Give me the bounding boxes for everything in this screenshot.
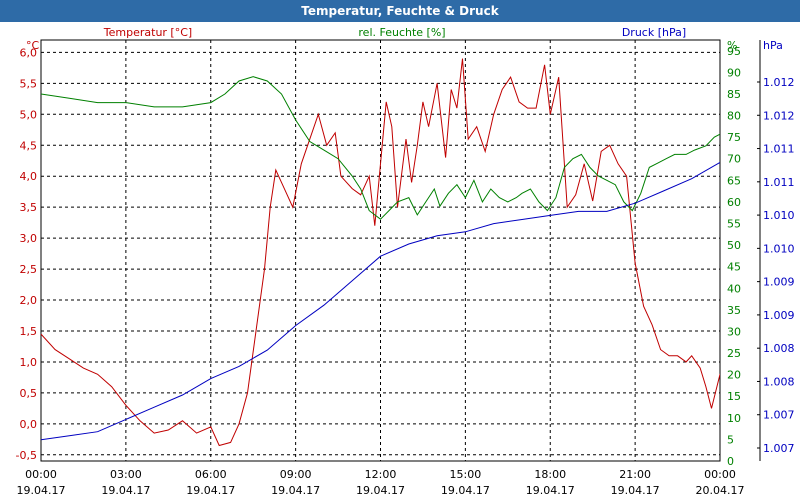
x-tick-date: 19.04.17 — [186, 484, 235, 497]
x-tick-date: 19.04.17 — [101, 484, 150, 497]
temperature-tick-label: 3,0 — [20, 232, 38, 245]
humidity-tick-label: 0 — [727, 455, 734, 468]
pressure-tick-label: 1.012 — [763, 109, 795, 122]
pressure-tick-label: 1.011 — [763, 176, 795, 189]
temperature-tick-label: 0,0 — [20, 418, 38, 431]
chart-title: Temperatur, Feuchte & Druck — [0, 0, 800, 22]
temperature-tick-label: 1,5 — [20, 325, 38, 338]
temperature-tick-label: 6,0 — [20, 46, 38, 59]
temperature-tick-label: 4,5 — [20, 139, 38, 152]
humidity-series-line — [41, 76, 720, 220]
x-tick-time: 15:00 — [450, 468, 482, 481]
humidity-tick-label: 85 — [727, 88, 741, 101]
temperature-tick-label: -0,5 — [16, 449, 37, 462]
x-tick-date: 20.04.17 — [696, 484, 745, 497]
humidity-tick-label: 30 — [727, 325, 741, 338]
x-tick-date: 19.04.17 — [271, 484, 320, 497]
humidity-tick-label: 60 — [727, 196, 741, 209]
humidity-tick-label: 50 — [727, 239, 741, 252]
humidity-tick-label: 45 — [727, 261, 741, 274]
axes: 00:00 19.04.17 03:00 19.04.17 06:00 19.04.17 0… — [16, 40, 795, 497]
pressure-tick-label: 1.010 — [763, 209, 795, 222]
humidity-tick-label: 65 — [727, 174, 741, 187]
humidity-tick-label: 55 — [727, 218, 741, 231]
humidity-tick-label: 10 — [727, 412, 741, 425]
pressure-axis-label: Druck [hPa] — [622, 26, 686, 39]
pressure-series-line — [41, 161, 720, 441]
humidity-tick-label: 5 — [727, 433, 734, 446]
humidity-tick-label: 40 — [727, 282, 741, 295]
temperature-tick-label: 2,5 — [20, 263, 38, 276]
x-tick-time: 00:00 — [704, 468, 736, 481]
temperature-series-line — [41, 58, 720, 447]
temperature-axis-label: Temperatur [°C] — [103, 26, 192, 39]
pressure-tick-label: 1.012 — [763, 76, 795, 89]
pressure-tick-label: 1.010 — [763, 242, 795, 255]
pressure-tick-label: 1.007 — [763, 409, 795, 422]
grid — [40, 39, 721, 462]
humidity-tick-label: 75 — [727, 131, 741, 144]
humidity-tick-label: 15 — [727, 390, 741, 403]
series-lines — [41, 58, 720, 447]
humidity-tick-label: 95 — [727, 45, 741, 58]
humidity-tick-label: 70 — [727, 153, 741, 166]
x-tick-time: 03:00 — [110, 468, 142, 481]
temperature-tick-label: 0,5 — [20, 387, 38, 400]
temperature-tick-label: 1,0 — [20, 356, 38, 369]
temperature-tick-label: 3,5 — [20, 201, 38, 214]
humidity-tick-label: 35 — [727, 304, 741, 317]
chart-plot: 00:00 19.04.17 03:00 19.04.17 06:00 19.04.17 0… — [16, 26, 795, 497]
pressure-tick-label: 1.011 — [763, 143, 795, 156]
x-tick-date: 19.04.17 — [17, 484, 66, 497]
x-tick-time: 18:00 — [534, 468, 566, 481]
x-tick-time: 12:00 — [365, 468, 397, 481]
temperature-tick-label: 4,0 — [20, 170, 38, 183]
temperature-tick-label: 5,0 — [20, 108, 38, 121]
pressure-tick-label: 1.009 — [763, 276, 795, 289]
x-tick-date: 19.04.17 — [526, 484, 575, 497]
humidity-unit: % — [727, 39, 737, 52]
pressure-tick-label: 1.008 — [763, 375, 795, 388]
humidity-tick-label: 25 — [727, 347, 741, 360]
x-tick-time: 00:00 — [25, 468, 57, 481]
pressure-tick-label: 1.007 — [763, 442, 795, 455]
x-tick-time: 09:00 — [280, 468, 312, 481]
temperature-tick-label: 2,0 — [20, 294, 38, 307]
humidity-tick-label: 80 — [727, 110, 741, 123]
x-tick-date: 19.04.17 — [441, 484, 490, 497]
x-tick-time: 21:00 — [619, 468, 651, 481]
temperature-tick-label: 5,5 — [20, 77, 38, 90]
humidity-axis-label: rel. Feuchte [%] — [358, 26, 445, 39]
x-tick-date: 19.04.17 — [611, 484, 660, 497]
x-tick-date: 19.04.17 — [356, 484, 405, 497]
pressure-unit: hPa — [763, 39, 783, 52]
temperature-unit: °C — [26, 39, 40, 52]
humidity-tick-label: 90 — [727, 66, 741, 79]
humidity-tick-label: 20 — [727, 369, 741, 382]
x-tick-time: 06:00 — [195, 468, 227, 481]
pressure-tick-label: 1.008 — [763, 342, 795, 355]
pressure-tick-label: 1.009 — [763, 309, 795, 322]
